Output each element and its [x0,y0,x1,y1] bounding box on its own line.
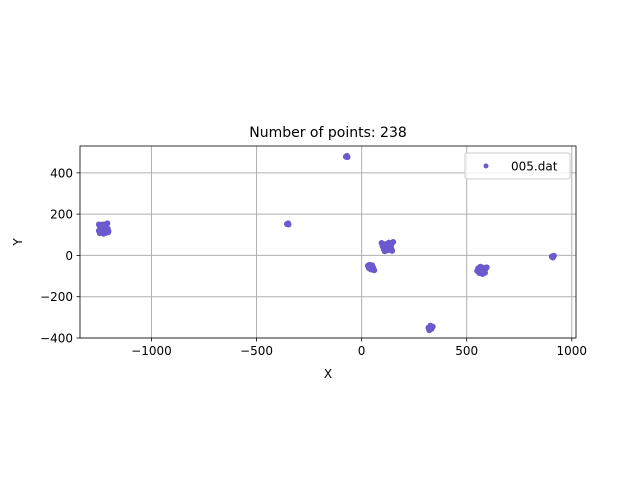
data-point [476,266,483,273]
y-axis-label: Y [11,238,25,247]
y-tick-label: 400 [50,166,73,180]
legend-box [464,152,571,180]
data-point [381,244,388,251]
data-point [390,239,397,245]
data-point [96,230,103,237]
data-point [426,324,433,331]
data-point [105,229,112,236]
data-point [102,221,109,228]
y-tick-label: −200 [40,290,73,304]
legend: 005.dat [464,152,571,180]
x-tick-label: 500 [455,344,478,358]
x-tick-label: 0 [358,344,366,358]
data-point [388,246,395,253]
plot-frame [79,145,577,339]
y-tick-label: −400 [40,332,73,346]
data-point [482,269,488,276]
data-point [344,154,351,161]
y-tick-label: 200 [50,208,73,222]
x-axis-ticks: −1000 −500 0 500 1000 [131,338,587,358]
data-point [549,254,556,261]
x-axis-label: X [324,367,332,381]
data-points [95,152,557,334]
x-tick-label: −500 [240,344,273,358]
y-axis-ticks: −400 −200 0 200 400 [40,166,80,346]
y-tick-label: 0 [65,249,73,263]
data-point [483,264,490,271]
legend-label: 005.dat [511,160,558,174]
x-tick-label: 1000 [557,344,588,358]
data-point [385,241,392,248]
data-point [368,265,375,272]
data-point [285,221,292,228]
chart-title: Number of points: 238 [249,125,407,141]
legend-marker [483,163,489,169]
x-tick-label: −1000 [131,344,172,358]
